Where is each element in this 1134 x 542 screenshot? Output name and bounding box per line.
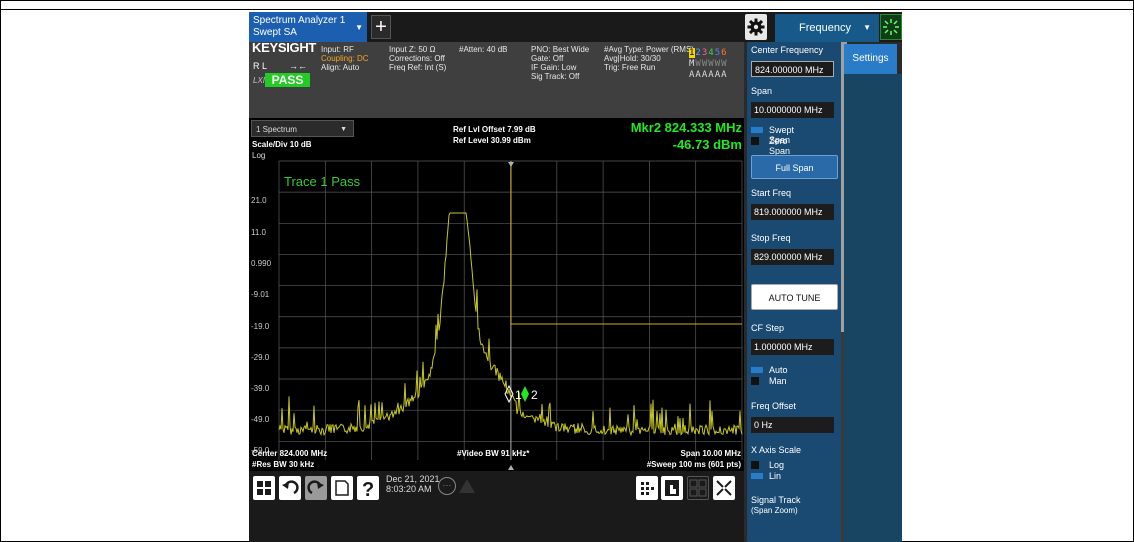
- radio-unselected-icon: [751, 377, 759, 385]
- touch-icon[interactable]: [661, 476, 683, 500]
- atten-info: #Atten: 40 dB: [459, 45, 508, 54]
- ref-level: Ref Level 30.99 dBm: [453, 136, 531, 145]
- radio-selected-icon: [751, 473, 763, 479]
- signal-track-key[interactable]: Signal Track (Span Zoom): [751, 495, 801, 515]
- keysight-logo: KEYSIGHT: [252, 40, 317, 55]
- date-time: Dec 21, 2021 8:03:20 AM: [386, 474, 440, 494]
- windows-icon[interactable]: [253, 476, 275, 500]
- pass-badge: PASS: [265, 73, 310, 87]
- settings-summary: KEYSIGHT Input: RF Coupling: DC Align: A…: [249, 40, 744, 118]
- start-freq-key[interactable]: Start Freq 819.000000 MHz: [747, 185, 842, 225]
- trace-numbers: 123456: [689, 48, 728, 58]
- marker-frequency: Mkr2 824.333 MHz: [630, 120, 742, 135]
- add-screen-button[interactable]: +: [371, 15, 391, 39]
- help-icon[interactable]: ?: [357, 476, 379, 501]
- y-tick: -49.0: [251, 415, 270, 424]
- bottom-marker-triangle: [508, 465, 514, 470]
- settings-column: [844, 74, 902, 542]
- freq-offset-value[interactable]: 0 Hz: [751, 417, 834, 433]
- tab-title: Spectrum Analyzer 1: [253, 15, 346, 26]
- tab-dropdown-icon[interactable]: ▼: [355, 23, 363, 32]
- y-tick: 0.990: [251, 259, 272, 268]
- sweep-label: #Sweep 100 ms (601 pts): [646, 460, 741, 469]
- limit-line: [510, 161, 742, 325]
- pno-info: PNO: Best Wide Gate: Off IF Gain: Low Si…: [531, 45, 590, 81]
- cf-step-value[interactable]: 1.000000 MHz: [751, 339, 834, 355]
- center-frequency-value[interactable]: 824.000000 MHz: [751, 61, 834, 77]
- spectrum-display[interactable]: 1 Spectrum ▼ Ref Lvl Offset 7.99 dB Ref L…: [249, 118, 744, 471]
- screen-tab[interactable]: Spectrum Analyzer 1 Swept SA ▼: [249, 12, 367, 42]
- freq-offset-key[interactable]: Freq Offset 0 Hz: [747, 398, 842, 438]
- center-freq-label: Center 824.000 MHz: [252, 449, 328, 458]
- rl-label: R L: [253, 61, 268, 71]
- svg-text:?: ?: [362, 479, 374, 500]
- settings-tab[interactable]: Settings: [844, 44, 897, 74]
- x-axis-scale-key[interactable]: X Axis Scale: [751, 445, 802, 455]
- warning-icon: [459, 479, 475, 493]
- ref-offset: Ref Lvl Offset 7.99 dB: [453, 125, 536, 134]
- span-label: Span 10.00 MHz: [680, 449, 741, 458]
- y-tick: 11.0: [251, 228, 266, 237]
- stop-freq-key[interactable]: Stop Freq 829.000000 MHz: [747, 230, 842, 270]
- view-selector[interactable]: 1 Spectrum ▼: [251, 120, 354, 137]
- auto-tune-button[interactable]: AUTO TUNE: [751, 284, 838, 310]
- svg-text:2: 2: [531, 388, 538, 402]
- marker-amplitude: -46.73 dBm: [672, 137, 742, 152]
- cf-step-key[interactable]: CF Step 1.000000 MHz: [747, 320, 842, 360]
- rf-input-icon: →←: [289, 61, 307, 71]
- video-bw-label: #Video BW 91 kHz*: [457, 449, 530, 458]
- spectrum-graticule[interactable]: 1 2 Trace 1 Pass: [249, 118, 744, 471]
- y-tick: -9.01: [251, 290, 270, 299]
- y-tick: -19.0: [251, 322, 270, 331]
- trace-status: Trace 1 Pass: [284, 174, 361, 189]
- trace-status-grid: 123456 MWWWWW AAAAAA: [689, 48, 728, 81]
- stop-freq-value[interactable]: 829.000000 MHz: [751, 249, 834, 265]
- center-frequency-key[interactable]: Center Frequency 824.000000 MHz: [747, 42, 842, 82]
- top-rule: [0, 9, 1134, 10]
- marker-2: 2: [521, 386, 538, 402]
- window-layout-icon[interactable]: [687, 476, 709, 500]
- lxi-label: LXI: [253, 76, 266, 85]
- span-key[interactable]: Span 10.0000000 MHz: [747, 83, 842, 122]
- y-tick: -29.0: [251, 353, 270, 362]
- y-tick: -59.0: [251, 446, 270, 455]
- radio-unselected-icon: [751, 461, 759, 469]
- marker-1: 1: [504, 384, 522, 404]
- scale-div: Scale/Div 10 dB: [252, 140, 312, 149]
- fullscreen-icon[interactable]: [713, 476, 735, 500]
- analyzer-app: Spectrum Analyzer 1 Swept SA ▼ + Frequen…: [249, 12, 902, 542]
- file-icon[interactable]: [331, 476, 353, 500]
- radio-selected-icon: [751, 367, 763, 373]
- y-tick: -39.0: [251, 384, 270, 393]
- radio-selected-icon: [751, 127, 763, 133]
- input-info: Input: RF Coupling: DC Align: Auto: [321, 45, 369, 72]
- softkey-column: Center Frequency 824.000000 MHz Span 10.…: [747, 42, 842, 542]
- trace-types: MWWWWW: [689, 59, 728, 69]
- start-freq-value[interactable]: 819.000000 MHz: [751, 204, 834, 220]
- undo-icon[interactable]: [279, 476, 301, 500]
- keypad-icon[interactable]: [636, 476, 658, 500]
- gear-icon[interactable]: [745, 14, 767, 40]
- res-bw-label: #Res BW 30 kHz: [252, 460, 315, 469]
- chevron-down-icon: ▼: [340, 126, 347, 133]
- y-tick: 21.0: [251, 196, 267, 205]
- full-span-button[interactable]: Full Span: [751, 155, 838, 179]
- busy-spinner-icon: [880, 14, 902, 40]
- taskbar: ? Dec 21, 2021 8:03:20 AM ···: [249, 471, 744, 542]
- radio-unselected-icon: [751, 137, 759, 145]
- chat-icon[interactable]: ···: [438, 477, 456, 495]
- redo-icon[interactable]: [305, 476, 327, 500]
- chevron-down-icon: ▼: [863, 23, 871, 32]
- mode-menu-frequency[interactable]: Frequency ▼: [775, 14, 879, 42]
- trace-detectors: AAAAAA: [689, 70, 728, 80]
- log-label: Log: [252, 151, 266, 160]
- span-value[interactable]: 10.0000000 MHz: [751, 102, 834, 118]
- svg-text:1: 1: [515, 388, 522, 402]
- input-z-info: Input Z: 50 Ω Corrections: Off Freq Ref:…: [389, 45, 447, 72]
- trace-1: [278, 212, 743, 437]
- frequency-menu-panel: Center Frequency 824.000000 MHz Span 10.…: [744, 42, 902, 542]
- tab-subtitle: Swept SA: [253, 27, 297, 38]
- top-marker-triangle: [508, 162, 514, 167]
- avg-info: #Avg Type: Power (RMS) Avg|Hold: 30/30 T…: [604, 45, 694, 72]
